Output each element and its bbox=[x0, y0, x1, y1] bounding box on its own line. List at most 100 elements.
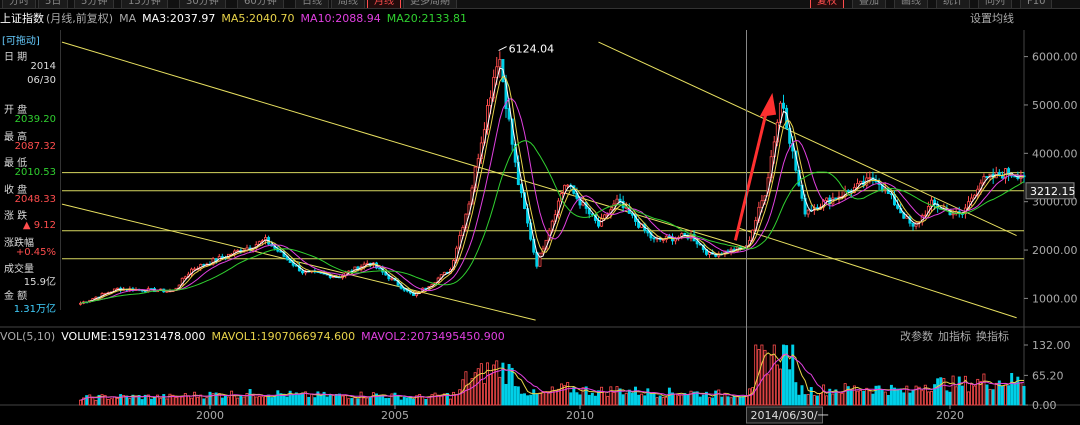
volume-bar bbox=[973, 385, 977, 406]
volume-bar bbox=[556, 388, 560, 406]
volume-bar bbox=[529, 394, 533, 406]
tab-0[interactable]: 分时 bbox=[2, 0, 36, 8]
candle bbox=[930, 199, 933, 207]
volume-bar bbox=[470, 378, 474, 406]
draggable-tag[interactable]: [可拖动] bbox=[2, 36, 40, 47]
candle bbox=[251, 247, 255, 250]
candle bbox=[236, 249, 240, 252]
volume-bar bbox=[726, 396, 730, 406]
trend-line bbox=[738, 227, 1017, 319]
tab-9[interactable]: 更多周期 bbox=[403, 0, 457, 8]
volume-bar bbox=[778, 368, 782, 406]
volume-bar bbox=[957, 376, 961, 406]
candle bbox=[153, 288, 156, 293]
candle bbox=[920, 215, 924, 223]
volume-bar bbox=[143, 394, 147, 406]
candle bbox=[476, 158, 480, 168]
candle bbox=[436, 277, 440, 283]
volume-bar bbox=[498, 376, 502, 406]
candle bbox=[146, 288, 150, 292]
tab-4[interactable]: 30分钟 bbox=[179, 0, 226, 8]
add-indicator-button[interactable]: 加指标 bbox=[938, 330, 971, 343]
candle bbox=[486, 105, 489, 131]
candle bbox=[316, 271, 320, 273]
sidebar-value: 2048.33 bbox=[14, 193, 56, 205]
volume-bar bbox=[720, 396, 724, 406]
candle bbox=[720, 253, 724, 256]
candle bbox=[529, 222, 533, 240]
price-tick-label: 3000.00 bbox=[1032, 196, 1078, 209]
sidebar-value: 15.9亿 bbox=[23, 277, 56, 288]
volume-bar bbox=[970, 383, 974, 406]
volume-bar bbox=[211, 393, 215, 406]
candle bbox=[294, 264, 298, 267]
candle bbox=[957, 211, 961, 214]
volume-bar bbox=[600, 386, 604, 406]
volume-bar bbox=[427, 396, 431, 406]
tab-14[interactable]: 同列 bbox=[978, 0, 1012, 8]
tab-2[interactable]: 5分钟 bbox=[74, 0, 115, 8]
candle bbox=[103, 292, 107, 295]
candle bbox=[661, 239, 665, 241]
candle bbox=[803, 197, 807, 215]
candle bbox=[205, 263, 209, 266]
volume-bar bbox=[1010, 373, 1014, 406]
candle bbox=[196, 268, 200, 271]
volume-bar bbox=[674, 393, 678, 406]
candle bbox=[359, 266, 363, 271]
candle bbox=[267, 237, 271, 245]
candle bbox=[945, 208, 949, 211]
tab-8[interactable]: 月线 bbox=[367, 0, 401, 8]
tab-12[interactable]: 画线 bbox=[894, 0, 928, 8]
candle bbox=[553, 214, 557, 222]
volume-bar bbox=[359, 391, 363, 406]
ma3-line bbox=[80, 67, 1024, 304]
candle bbox=[991, 173, 995, 179]
volume-bar bbox=[149, 398, 153, 406]
volume-bar bbox=[704, 391, 708, 406]
change-params-button[interactable]: 改参数 bbox=[900, 330, 933, 343]
tab-13[interactable]: 统计 bbox=[936, 0, 970, 8]
tab-6[interactable]: 日线 bbox=[295, 0, 329, 8]
swap-indicator-button[interactable]: 换指标 bbox=[976, 330, 1009, 343]
main-chart-header: 上证指数 (月线,前复权) MA MA3:2037.97 MA5:2040.70 MA10… bbox=[0, 9, 1030, 29]
tab-11[interactable]: 叠加 bbox=[852, 0, 886, 8]
candle bbox=[137, 288, 141, 291]
tab-5[interactable]: 60分钟 bbox=[237, 0, 284, 8]
volume-bar bbox=[1000, 385, 1004, 406]
candle bbox=[365, 262, 369, 265]
volume-bar bbox=[415, 395, 419, 406]
volume-bar bbox=[368, 396, 372, 406]
tab-15[interactable]: F10 bbox=[1020, 0, 1053, 8]
tab-7[interactable]: 周线 bbox=[331, 0, 365, 8]
candle bbox=[646, 229, 650, 234]
candle bbox=[939, 207, 943, 210]
volume-bar bbox=[926, 391, 930, 406]
candle bbox=[498, 59, 502, 68]
candle bbox=[979, 182, 983, 190]
candle bbox=[217, 256, 221, 262]
candle bbox=[794, 150, 798, 171]
candle bbox=[683, 233, 687, 236]
candle bbox=[91, 298, 95, 301]
candle bbox=[569, 184, 573, 187]
candle bbox=[399, 284, 403, 289]
volume-bar bbox=[325, 396, 329, 406]
candle bbox=[214, 258, 218, 262]
candle bbox=[199, 264, 203, 270]
sidebar-value: 2087.32 bbox=[14, 140, 56, 152]
volume-bar bbox=[714, 390, 718, 406]
volume-bar bbox=[569, 392, 573, 406]
volume-bar bbox=[486, 362, 489, 406]
tab-1[interactable]: 5日 bbox=[38, 0, 69, 8]
volume-bar bbox=[930, 390, 933, 406]
tab-3[interactable]: 15分钟 bbox=[121, 0, 168, 8]
time-tick-label: 2010 bbox=[566, 409, 594, 422]
candle bbox=[754, 220, 758, 231]
volume-bar bbox=[960, 385, 964, 406]
ma-settings-button[interactable]: 设置均线 bbox=[970, 12, 1014, 25]
tab-10[interactable]: 复权 bbox=[810, 0, 844, 8]
volume-bar bbox=[791, 344, 795, 406]
price-tick-label: 4000.00 bbox=[1032, 147, 1078, 160]
